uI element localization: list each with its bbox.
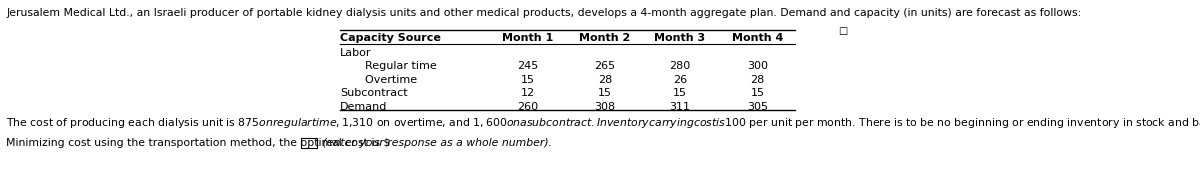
Text: 300: 300 [746, 61, 768, 71]
Text: 308: 308 [594, 102, 616, 112]
Text: 15: 15 [598, 88, 612, 98]
Text: 245: 245 [517, 61, 538, 71]
Text: 260: 260 [517, 102, 538, 112]
Text: Regular time: Regular time [358, 61, 437, 71]
Text: 15: 15 [521, 75, 534, 85]
Text: Month 2: Month 2 [580, 33, 631, 43]
Text: The cost of producing each dialysis unit is $875 on regular time, $1,310 on over: The cost of producing each dialysis unit… [6, 116, 1200, 130]
Text: 26: 26 [673, 75, 688, 85]
Text: Labor: Labor [340, 48, 372, 58]
Text: Minimizing cost using the transportation method, the optimal cost is $: Minimizing cost using the transportation… [6, 138, 390, 148]
Text: 305: 305 [746, 102, 768, 112]
Text: Month 4: Month 4 [732, 33, 784, 43]
Text: 12: 12 [521, 88, 534, 98]
Text: Subcontract: Subcontract [340, 88, 408, 98]
Text: 311: 311 [670, 102, 690, 112]
Text: Month 3: Month 3 [654, 33, 706, 43]
Text: Overtime: Overtime [358, 75, 418, 85]
Text: Jerusalem Medical Ltd., an Israeli producer of portable kidney dialysis units an: Jerusalem Medical Ltd., an Israeli produ… [6, 8, 1081, 18]
Text: □: □ [838, 26, 847, 36]
Text: Month 1: Month 1 [502, 33, 553, 43]
Text: (enter your response as a whole number).: (enter your response as a whole number). [319, 138, 552, 148]
Text: 15: 15 [673, 88, 686, 98]
Text: 28: 28 [750, 75, 764, 85]
Text: 280: 280 [670, 61, 691, 71]
Text: 15: 15 [750, 88, 764, 98]
Text: Demand: Demand [340, 102, 388, 112]
Bar [301, 137, 317, 148]
Text: 265: 265 [594, 61, 616, 71]
Text: 28: 28 [598, 75, 612, 85]
Text: Capacity Source: Capacity Source [340, 33, 440, 43]
